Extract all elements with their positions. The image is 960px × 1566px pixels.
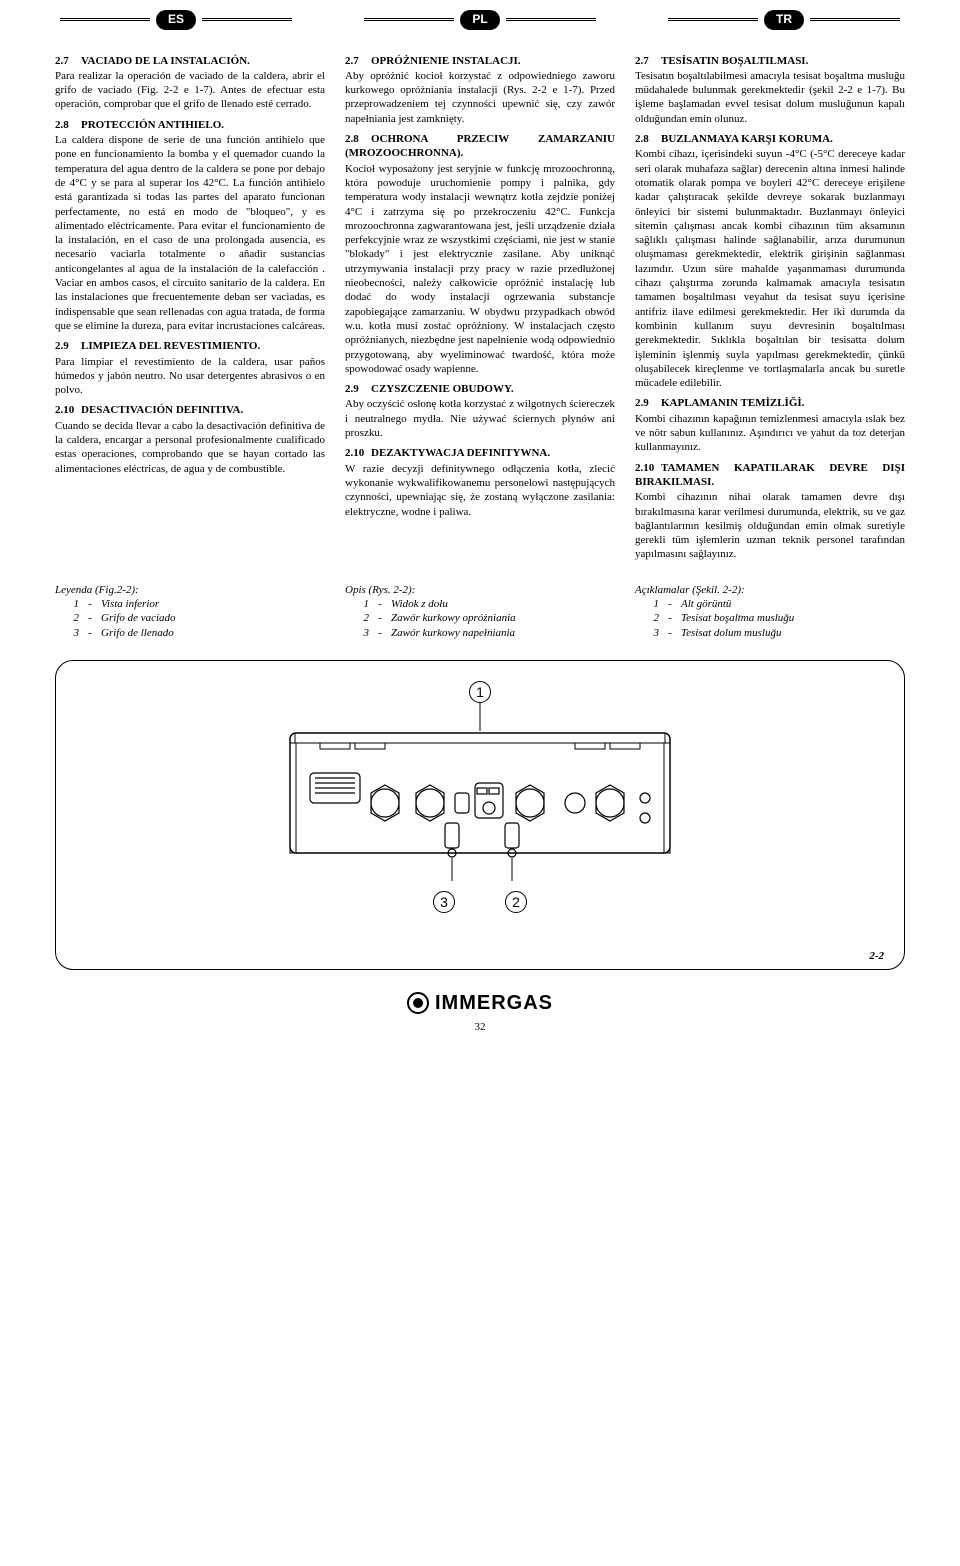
legend-pl-title: Opis (Rys. 2-2): (345, 583, 615, 597)
content-columns: 2.7VACIADO DE LA INSTALACIÓN. Para reali… (0, 40, 960, 573)
callout-top: 1 (86, 681, 874, 703)
pl-s29-body: Aby oczyścić osłonę kotła korzystać z wi… (345, 397, 615, 440)
pl-s210-body: W razie decyzji definitywnego odłączenia… (345, 462, 615, 519)
legend-row: Leyenda (Fig.2-2): 1-Vista inferior 2-Gr… (0, 573, 960, 650)
figure-number: 2-2 (869, 949, 884, 963)
legend-tr-item-1: 1-Alt görüntü (647, 597, 905, 611)
legend-es-item-3: 3-Grifo de llenado (67, 626, 325, 640)
tr-s210-head: 2.10TAMAMEN KAPATILARAK DEVRE DIŞI BIRAK… (635, 461, 905, 490)
page-footer: IMMERGAS 32 (0, 980, 960, 1054)
es-s28-body: La caldera dispone de serie de una funci… (55, 133, 325, 333)
pl-s28-body: Kocioł wyposażony jest seryjnie w funkcj… (345, 162, 615, 376)
es-s29-body: Para limpiar el revestimiento de la cald… (55, 355, 325, 398)
brand-logo: IMMERGAS (407, 990, 553, 1016)
figure-box: 1 (55, 660, 905, 970)
es-s27-body: Para realizar la operación de vaciado de… (55, 69, 325, 112)
tr-s28-head: 2.8BUZLANMAYA KARŞI KORUMA. (635, 132, 905, 146)
legend-tr-item-3: 3-Tesisat dolum musluğu (647, 626, 905, 640)
legend-tr: Açıklamalar (Şekil. 2-2): 1-Alt görüntü … (635, 583, 905, 640)
callout-3: 3 (433, 891, 455, 913)
tr-s27-body: Tesisatın boşaltılabilmesi amacıyla tesi… (635, 69, 905, 126)
callout-bottom-row: 3 2 (86, 891, 874, 913)
pl-s27-head: 2.7OPRÓŻNIENIE INSTALACJI. (345, 54, 615, 68)
legend-pl-item-2: 2-Zawór kurkowy opróżniania (357, 611, 615, 625)
es-s27-head: 2.7VACIADO DE LA INSTALACIÓN. (55, 54, 325, 68)
es-s210-head: 2.10DESACTIVACIÓN DEFINITIVA. (55, 403, 325, 417)
lang-badge-pl: PL (364, 10, 595, 30)
legend-pl-item-1: 1-Widok z dołu (357, 597, 615, 611)
tr-s29-head: 2.9KAPLAMANIN TEMİZLİĞİ. (635, 396, 905, 410)
logo-icon (407, 992, 429, 1014)
legend-tr-item-2: 2-Tesisat boşaltma musluğu (647, 611, 905, 625)
es-s28-head: 2.8PROTECCIÓN ANTIHIELO. (55, 118, 325, 132)
pl-s27-body: Aby opróżnić kocioł korzystać z odpowied… (345, 69, 615, 126)
callout-2: 2 (505, 891, 527, 913)
pl-s210-head: 2.10DEZAKTYWACJA DEFINITYWNA. (345, 446, 615, 460)
lang-badge-tr: TR (668, 10, 900, 30)
legend-pl-item-3: 3-Zawór kurkowy napełniania (357, 626, 615, 640)
legend-es-item-2: 2-Grifo de vaciado (67, 611, 325, 625)
lang-badge-es: ES (60, 10, 292, 30)
legend-tr-title: Açıklamalar (Şekil. 2-2): (635, 583, 905, 597)
column-es: 2.7VACIADO DE LA INSTALACIÓN. Para reali… (55, 48, 325, 563)
pl-s28-head: 2.8OCHRONA PRZECIW ZAMARZANIU (MROZOOCHR… (345, 132, 615, 161)
language-badges-row: ES PL TR (0, 0, 960, 40)
column-pl: 2.7OPRÓŻNIENIE INSTALACJI. Aby opróżnić … (345, 48, 615, 563)
tr-s28-body: Kombi cihazı, içerisindeki suyun -4°C (-… (635, 147, 905, 390)
page-number: 32 (0, 1020, 960, 1034)
legend-pl: Opis (Rys. 2-2): 1-Widok z dołu 2-Zawór … (345, 583, 615, 640)
legend-es-title: Leyenda (Fig.2-2): (55, 583, 325, 597)
es-s29-head: 2.9LIMPIEZA DEL REVESTIMIENTO. (55, 339, 325, 353)
legend-es-item-1: 1-Vista inferior (67, 597, 325, 611)
boiler-bottom-view-diagram (270, 703, 690, 883)
pl-s29-head: 2.9CZYSZCZENIE OBUDOWY. (345, 382, 615, 396)
tr-s29-body: Kombi cihazının kapağının temizlenmesi a… (635, 412, 905, 455)
tr-s210-body: Kombi cihazının nihai olarak tamamen dev… (635, 490, 905, 561)
column-tr: 2.7TESİSATIN BOŞALTILMASI. Tesisatın boş… (635, 48, 905, 563)
brand-name: IMMERGAS (435, 990, 553, 1016)
legend-es: Leyenda (Fig.2-2): 1-Vista inferior 2-Gr… (55, 583, 325, 640)
es-s210-body: Cuando se decida llevar a cabo la desact… (55, 419, 325, 476)
callout-1: 1 (469, 681, 491, 703)
tr-s27-head: 2.7TESİSATIN BOŞALTILMASI. (635, 54, 905, 68)
